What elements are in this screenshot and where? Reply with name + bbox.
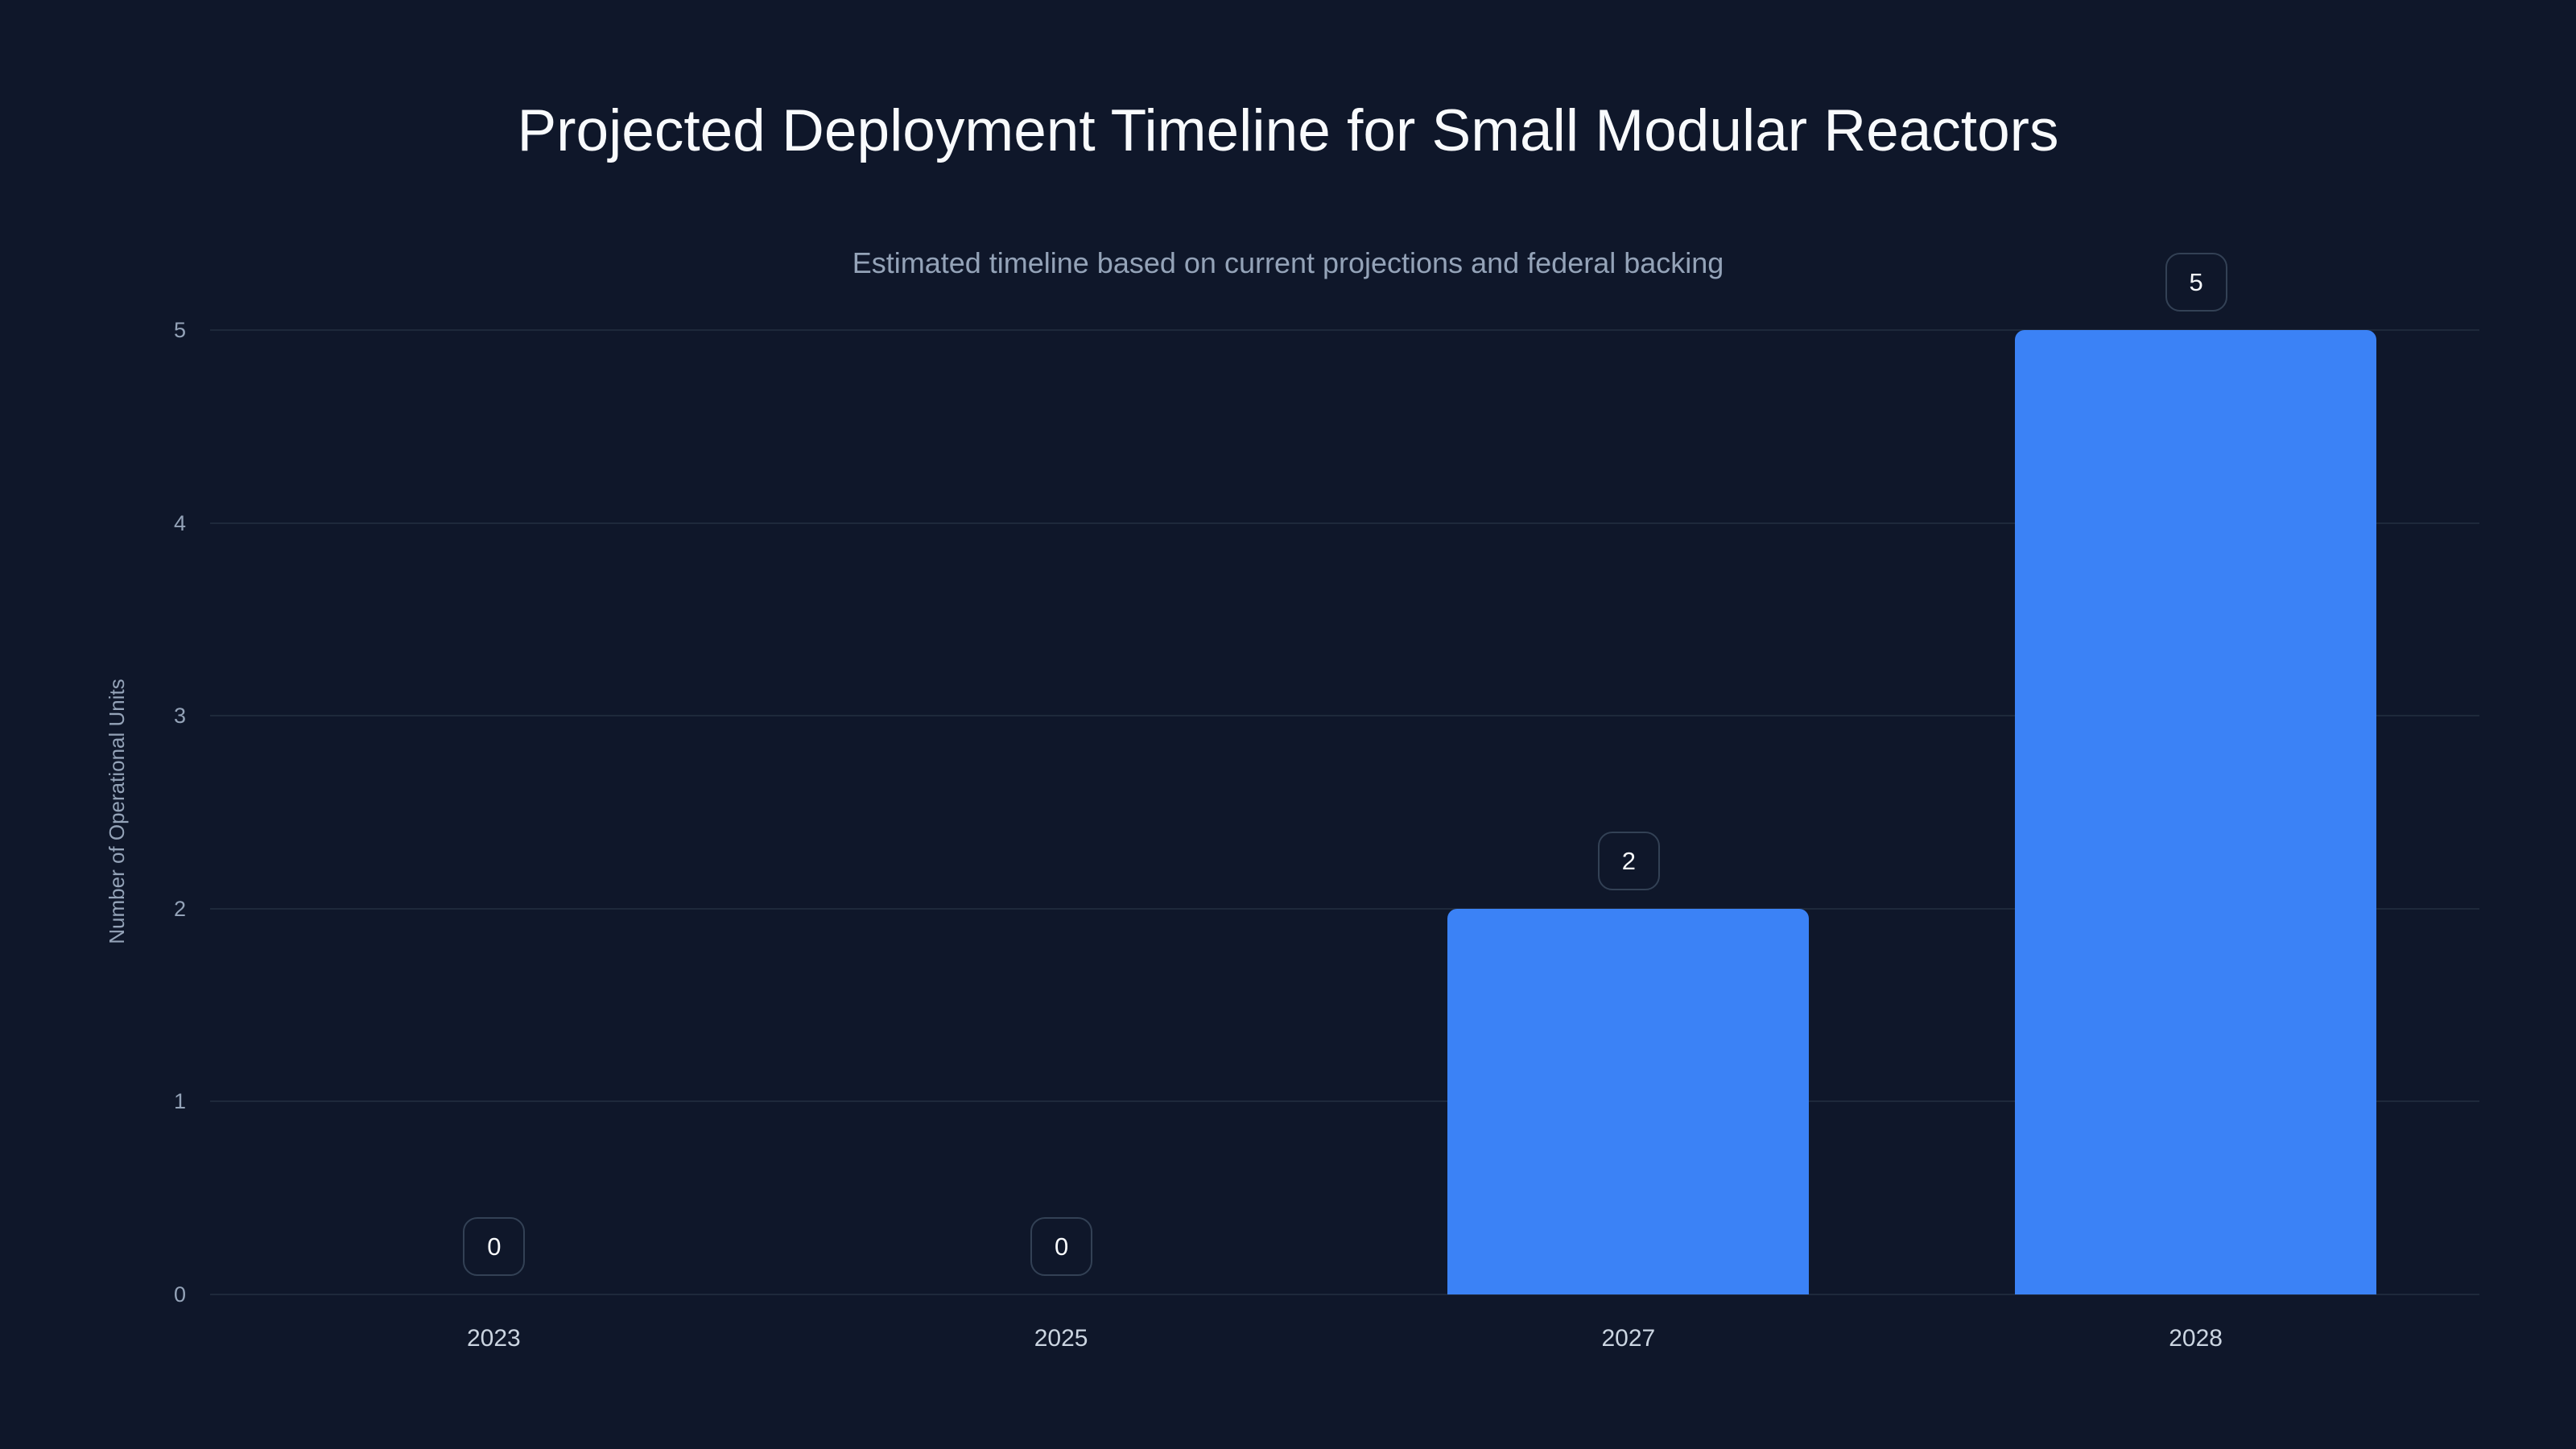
- gridline: [210, 329, 2479, 331]
- y-tick-label: 0: [173, 1282, 186, 1307]
- gridline: [210, 1294, 2479, 1295]
- data-label: 0: [1030, 1217, 1093, 1276]
- y-tick-label: 1: [173, 1089, 186, 1114]
- data-label: 2: [1597, 831, 1660, 890]
- y-tick-label: 4: [173, 510, 186, 535]
- x-tick-label: 2028: [2169, 1325, 2223, 1352]
- bar-2027[interactable]: [1447, 908, 1810, 1294]
- data-label: 5: [2165, 253, 2227, 312]
- x-tick-label: 2027: [1601, 1325, 1656, 1352]
- chart-title: Projected Deployment Timeline for Small …: [517, 98, 2059, 163]
- data-label: 0: [463, 1217, 526, 1276]
- gridline: [210, 522, 2479, 524]
- gridline: [210, 1100, 2479, 1103]
- chart-subtitle: Estimated timeline based on current proj…: [852, 246, 1724, 279]
- x-tick-label: 2025: [1034, 1325, 1088, 1352]
- gridline: [210, 715, 2479, 717]
- gridline: [210, 907, 2479, 910]
- y-tick-label: 2: [173, 896, 186, 921]
- x-tick-label: 2023: [467, 1325, 521, 1352]
- bar-2028[interactable]: [2015, 330, 2377, 1294]
- plot-area: 0 0 2 5: [210, 253, 2479, 1295]
- y-tick-label: 3: [173, 704, 186, 729]
- y-tick-label: 5: [173, 318, 186, 342]
